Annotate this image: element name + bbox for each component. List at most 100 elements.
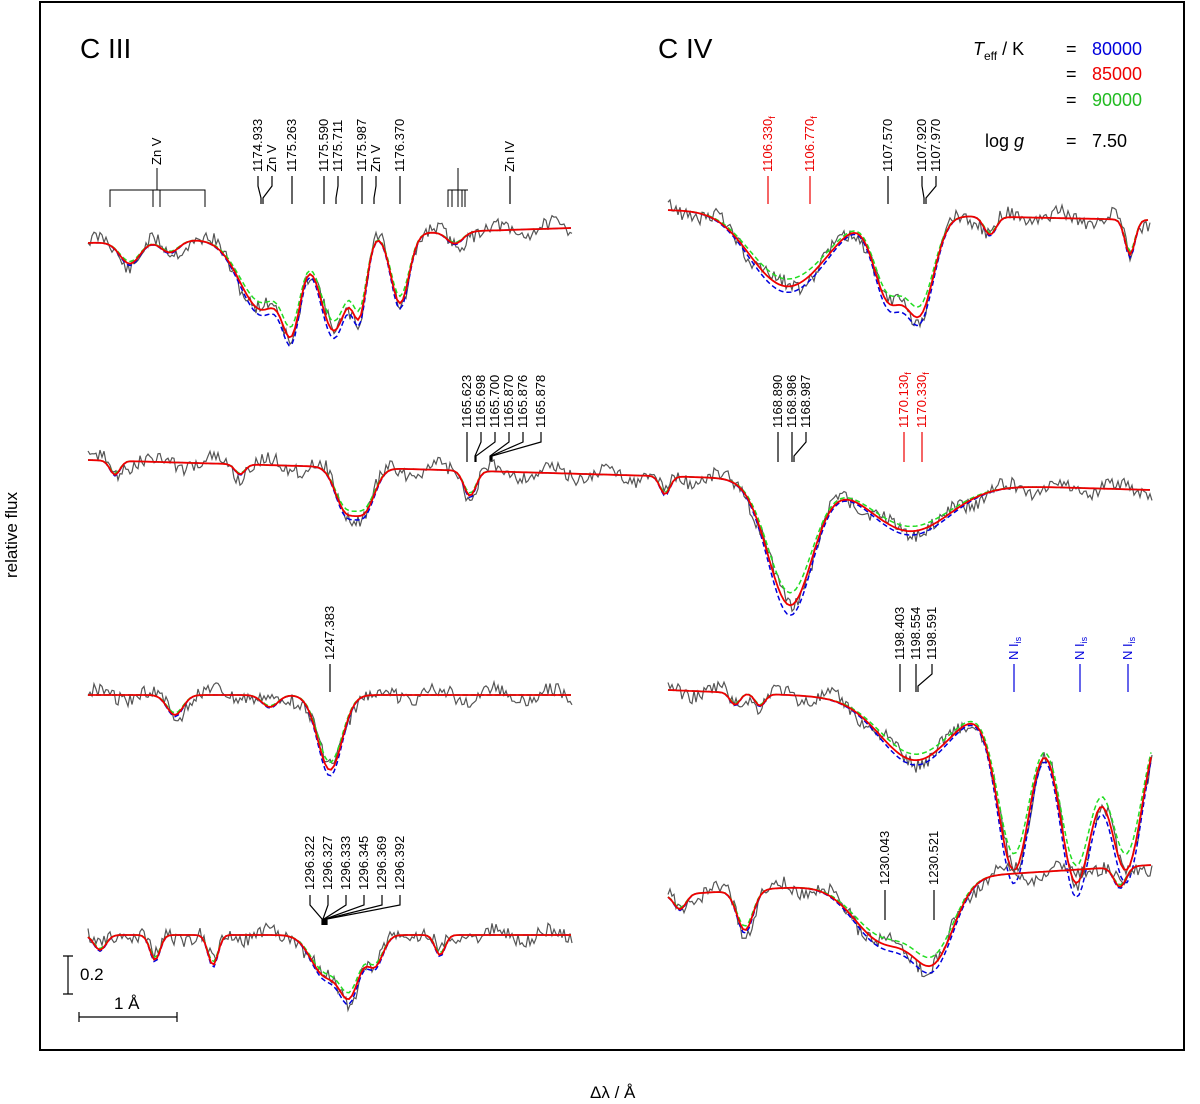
line-label: 1230.043 <box>877 831 892 885</box>
chart-marks: 1174.933 Zn V 1175.263 1175.590 1175.711 1175… <box>87 116 1153 1013</box>
spectrum-c4-1107-model-80000 <box>667 209 1149 327</box>
spectrum-c4-1230-model-85000 <box>667 864 1152 968</box>
line-label: N Iis <box>1072 636 1089 660</box>
legend-teff-90000: 90000 <box>1092 90 1142 110</box>
line-label: 1175.987 <box>354 119 369 172</box>
line-label: 1198.403 <box>892 607 907 660</box>
spectrum-c3-1165-c4-1169-model-90000 <box>87 459 1150 594</box>
spectrum-c4-1107-model-85000 <box>667 209 1149 319</box>
spectrum-c3-1165-c4-1169-model-80000 <box>87 459 1150 617</box>
line-marker <box>325 895 383 925</box>
line-label: 1296.345 <box>356 836 371 890</box>
spectrum-c3-1247-observed <box>87 679 573 765</box>
legend-eq-1: = <box>1066 39 1077 59</box>
line-label: 1296.333 <box>338 836 353 890</box>
line-label: Zn V <box>264 144 279 172</box>
spectrum-c3-1165-c4-1169-observed <box>87 449 1153 613</box>
legend-logg-label: log g <box>985 131 1024 151</box>
line-label: 1176.370 <box>392 119 407 172</box>
line-marker <box>335 176 339 204</box>
line-label: 1296.392 <box>392 836 407 890</box>
line-label: Zn V <box>368 144 383 172</box>
line-marker <box>373 176 377 204</box>
line-label: 1198.591 <box>924 607 939 660</box>
spectrum-c4-1230-observed <box>667 860 1153 978</box>
line-label: 1170.130f <box>896 372 913 428</box>
line-label: 1168.890 <box>770 375 785 428</box>
line-marker <box>474 432 482 462</box>
spectrum-c4-1198-model-80000 <box>667 689 1152 899</box>
line-marker <box>921 176 925 204</box>
line-label: 1296.322 <box>302 836 317 890</box>
line-label: 1170.330f <box>914 372 931 428</box>
legend-teff-80000: 80000 <box>1092 39 1142 59</box>
line-marker <box>917 664 933 692</box>
spectrum-c3-1247-model-90000 <box>88 694 571 764</box>
line-label: 1165.878 <box>533 375 548 428</box>
flux-scale-label: 0.2 <box>80 965 104 984</box>
plot-frame <box>39 1 1185 1051</box>
ion-title-c4: C IV <box>658 33 713 64</box>
spectrum-c4-1198-model-90000 <box>667 689 1152 867</box>
line-label: 1106.770f <box>802 116 819 172</box>
wavelength-scale-label: 1 Å <box>114 994 140 1013</box>
line-marker <box>257 176 262 204</box>
line-marker <box>491 432 542 462</box>
line-marker <box>793 432 807 462</box>
spectrum-c3-1165-c4-1169-model-85000 <box>87 459 1150 607</box>
line-label: 1168.986 <box>784 375 799 428</box>
line-marker <box>490 432 524 462</box>
line-label: N Iis <box>1120 636 1137 660</box>
line-marker <box>326 895 401 925</box>
line-label: 1165.870 <box>501 375 516 428</box>
line-marker <box>925 176 937 204</box>
zn-v-group-label: Zn V <box>149 137 164 165</box>
line-label: 1107.570 <box>880 119 895 172</box>
ion-title-c3: C III <box>80 33 131 64</box>
line-label: 1175.263 <box>284 119 299 172</box>
legend-logg-value: 7.50 <box>1092 131 1127 151</box>
x-axis-label: Δλ / Å <box>590 1083 636 1102</box>
legend-eq-4: = <box>1066 131 1077 151</box>
line-label: 1175.590 <box>316 119 331 172</box>
zn-v-group-bracket: Zn V <box>109 137 206 207</box>
legend-teff-label: Teff / K <box>973 39 1024 63</box>
spectrum-c3-1175-model-90000 <box>87 227 572 329</box>
flux-scale-bar <box>63 955 73 995</box>
line-label: N Iis <box>1006 636 1023 660</box>
y-axis-label: relative flux <box>2 492 21 578</box>
line-label: 1175.711 <box>330 120 345 172</box>
zn-v-group-bracket-2 <box>447 168 468 207</box>
line-label: 1165.700 <box>487 375 502 428</box>
spectrum-c4-1198-observed <box>667 680 1153 891</box>
line-marker <box>489 432 510 462</box>
spectrum-c4-1230-model-90000 <box>667 864 1152 959</box>
spectrum-c3-1247-model-80000 <box>88 694 571 777</box>
spectrum-c4-1107-model-90000 <box>667 209 1149 309</box>
legend-eq-3: = <box>1066 90 1077 110</box>
scale-bars: 0.2 1 Å <box>63 955 178 1022</box>
spectrum-c4-1230-model-80000 <box>667 864 1152 974</box>
line-label: 1174.933 <box>250 119 265 172</box>
legend: Teff / K = 80000 = 85000 = 90000 log g =… <box>973 39 1142 151</box>
line-label: Zn IV <box>502 141 517 172</box>
line-label: 1106.330f <box>760 116 777 172</box>
spectrum-c3-1296-observed <box>87 922 573 1013</box>
line-marker <box>323 895 347 925</box>
line-label: 1165.698 <box>473 375 488 428</box>
line-marker <box>262 176 273 204</box>
line-label: 1107.970 <box>928 119 943 172</box>
spectrum-c3-1296-model-85000 <box>87 934 571 1001</box>
spectrum-c4-1198-model-85000 <box>667 689 1152 885</box>
line-label: 1198.554 <box>908 607 923 660</box>
line-label: 1165.876 <box>515 375 530 428</box>
line-marker <box>322 895 329 925</box>
line-label: 1168.987 <box>798 375 813 428</box>
spectrum-c3-1247-model-85000 <box>88 694 571 771</box>
line-label: 1296.327 <box>320 836 335 890</box>
line-label: 1247.383 <box>322 606 337 660</box>
line-marker <box>309 895 323 925</box>
line-marker <box>475 432 496 462</box>
line-label: 1165.623 <box>459 375 474 428</box>
